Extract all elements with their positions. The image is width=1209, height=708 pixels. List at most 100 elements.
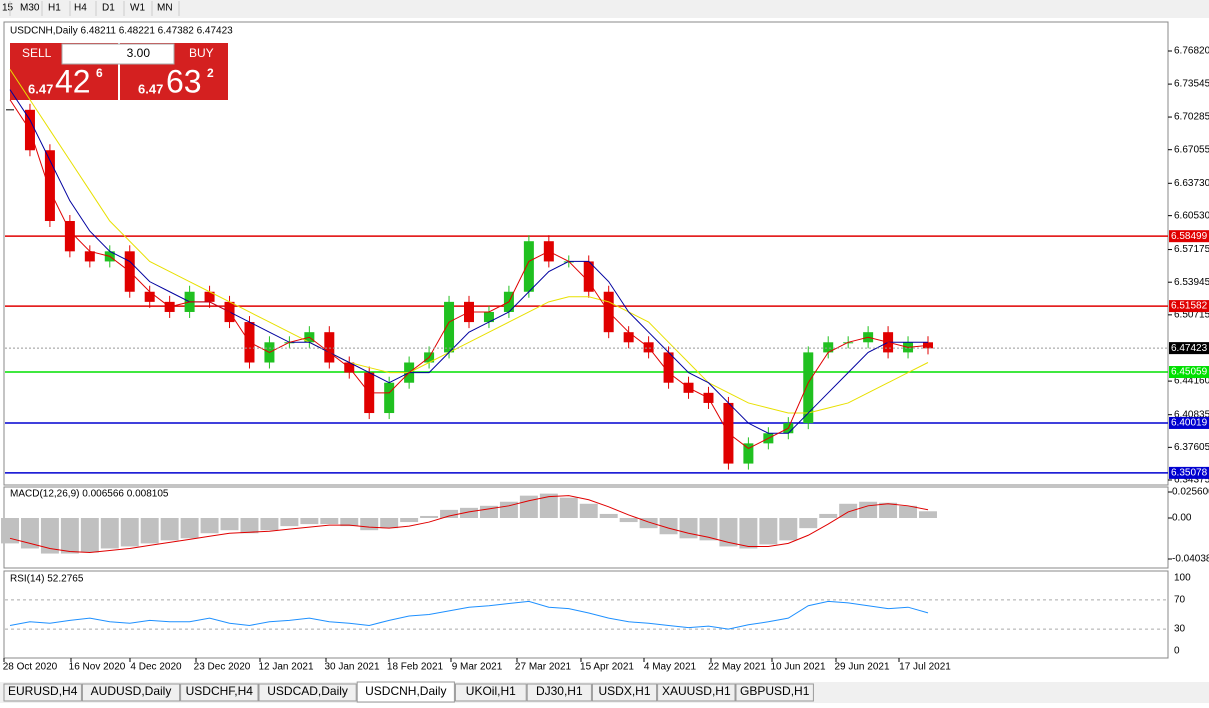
- timeframe-button: H4: [74, 3, 87, 14]
- macd-bar: [559, 497, 578, 518]
- chart-window: [0, 18, 1209, 682]
- x-tick-label: 4 May 2021: [644, 662, 697, 673]
- tab[interactable]: [81, 683, 181, 702]
- timeframe-button: D1: [102, 3, 115, 14]
- level-label-box: [1169, 230, 1209, 243]
- tab-label: EURUSD,H4: [8, 684, 78, 698]
- macd-bar: [200, 518, 219, 534]
- x-tick-label: 29 Jun 2021: [834, 662, 889, 673]
- x-tick-label: 4 Dec 2020: [130, 662, 182, 673]
- macd-bar: [579, 503, 598, 518]
- tab-label: USDX,H1: [598, 684, 650, 698]
- buy-label: BUY: [189, 46, 214, 60]
- candle: [623, 332, 634, 343]
- timeframe-button: W1: [130, 3, 145, 14]
- level-label-box: [1169, 300, 1209, 313]
- macd-label: MACD(12,26,9) 0.006566 0.008105: [10, 489, 169, 500]
- macd-bar: [240, 518, 259, 534]
- candle: [823, 342, 834, 353]
- y-tick-label: 6.44160: [1174, 376, 1209, 387]
- level-label: 6.51582: [1171, 301, 1208, 312]
- x-tick-label: 9 Mar 2021: [452, 662, 503, 673]
- macd-bar: [400, 518, 419, 523]
- buy-price-big: 6.47: [138, 81, 163, 96]
- tab-label: XAUUSD,H1: [662, 684, 731, 698]
- macd-bar: [519, 495, 538, 518]
- macd-bar: [819, 513, 838, 518]
- sell-label: SELL: [22, 46, 52, 60]
- tab[interactable]: [180, 683, 259, 702]
- y-tick-label: 6.73545: [1174, 79, 1209, 90]
- candle: [144, 291, 155, 302]
- moving-average: [9, 99, 929, 450]
- macd-bar: [679, 518, 698, 539]
- macd-bar: [919, 511, 937, 518]
- level-label-box: [1169, 416, 1209, 429]
- toolbar: [0, 0, 1209, 18]
- level-label-box: [1169, 366, 1209, 379]
- macd-bar: [60, 518, 79, 554]
- tab-label: USDCAD,Daily: [267, 684, 348, 698]
- rsi-label: RSI(14) 52.2765: [10, 574, 84, 585]
- y-tick-label: 6.70285: [1174, 112, 1209, 123]
- macd-bar: [499, 501, 518, 518]
- tab[interactable]: [735, 683, 814, 702]
- tab[interactable]: [3, 683, 82, 702]
- macd-bar: [380, 518, 399, 529]
- y-tick-label: 6.76820: [1174, 46, 1209, 57]
- current-price: 6.47423: [1171, 343, 1208, 354]
- tab-label: UKOil,H1: [466, 684, 516, 698]
- macd-bar: [659, 518, 678, 535]
- y-tick-label: 0: [1174, 646, 1180, 657]
- macd-bar: [639, 518, 658, 529]
- y-tick-label: 70: [1174, 595, 1186, 606]
- timeframe-button: M30: [20, 3, 40, 14]
- candle: [743, 443, 754, 464]
- tab[interactable]: [258, 683, 357, 702]
- macd-bar: [599, 513, 618, 518]
- timeframe-button: H1: [48, 3, 61, 14]
- macd-bar: [539, 493, 558, 518]
- macd-bar: [20, 518, 39, 549]
- macd-bar: [100, 518, 119, 549]
- macd-bar: [799, 518, 818, 529]
- y-tick-label: 6.57175: [1174, 244, 1209, 255]
- macd-bar: [619, 518, 638, 523]
- sell-price-big: 6.47: [28, 81, 53, 96]
- rsi-pane: [3, 570, 1169, 659]
- x-tick-label: 27 Mar 2021: [515, 662, 572, 673]
- macd-bar: [779, 518, 798, 541]
- x-tick-label: 30 Jan 2021: [324, 662, 379, 673]
- y-tick-label: 6.63730: [1174, 178, 1209, 189]
- tab[interactable]: [657, 683, 736, 702]
- macd-bar: [300, 518, 319, 525]
- x-tick-label: 23 Dec 2020: [194, 662, 251, 673]
- macd-bar: [360, 518, 379, 531]
- macd-bar: [899, 505, 918, 518]
- tab[interactable]: [591, 683, 658, 702]
- candle: [444, 301, 455, 353]
- macd-bar: [699, 518, 718, 541]
- y-tick-label: 30: [1174, 624, 1186, 635]
- macd-bar: [879, 502, 898, 518]
- macd-bar: [759, 518, 778, 545]
- candle: [84, 251, 95, 262]
- macd-bar: [280, 518, 299, 527]
- tab[interactable]: [526, 683, 592, 702]
- buy-price-main: 63: [166, 63, 202, 99]
- tab-label: USDCHF,H4: [186, 684, 254, 698]
- y-tick-label: 6.67055: [1174, 144, 1209, 155]
- volume-box[interactable]: [61, 43, 175, 65]
- macd-bar: [479, 505, 498, 518]
- tab[interactable]: [356, 681, 455, 703]
- tab[interactable]: [454, 683, 527, 702]
- y-tick-label: 6.34375: [1174, 475, 1209, 486]
- candle: [204, 291, 215, 302]
- x-tick-label: 10 Jun 2021: [770, 662, 825, 673]
- y-tick-label: 100: [1174, 573, 1191, 584]
- rsi-line: [9, 600, 929, 630]
- candle: [483, 311, 494, 323]
- macd-bar: [40, 518, 59, 554]
- level-label: 6.58499: [1171, 231, 1208, 242]
